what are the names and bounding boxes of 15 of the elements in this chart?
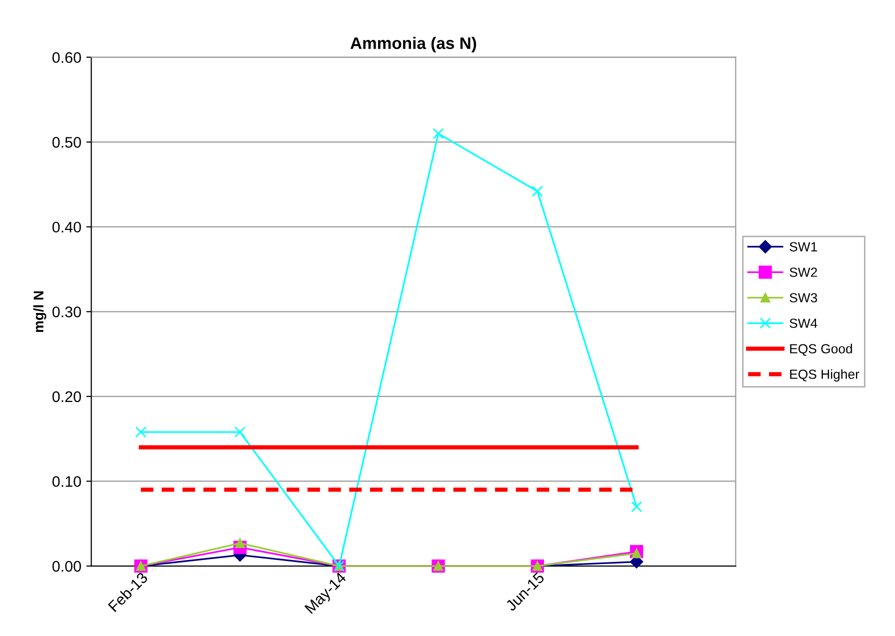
legend-label: EQS Higher: [790, 369, 860, 382]
y-tick-label: 0.10: [52, 476, 81, 487]
y-tick-label: 0.00: [52, 560, 81, 572]
legend-label: SW2: [790, 268, 817, 277]
y-tick-label: 0.50: [52, 136, 81, 148]
chart-title: Ammonia (as N): [350, 36, 476, 52]
legend-label: SW1: [790, 242, 817, 252]
legend-label: SW3: [790, 293, 818, 302]
y-axis-title: mg/l N: [33, 291, 46, 332]
legend-label: EQS Good: [790, 344, 852, 356]
y-tick-label: 0.30: [52, 306, 81, 318]
y-tick-label: 0.20: [52, 391, 81, 402]
y-tick-label: 0.60: [52, 52, 81, 63]
y-tick-label: 0.40: [52, 222, 81, 233]
legend-label: SW4: [790, 318, 818, 328]
